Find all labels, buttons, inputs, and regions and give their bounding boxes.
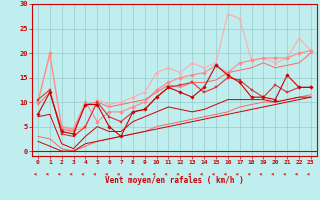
X-axis label: Vent moyen/en rafales ( km/h ): Vent moyen/en rafales ( km/h ): [105, 176, 244, 185]
